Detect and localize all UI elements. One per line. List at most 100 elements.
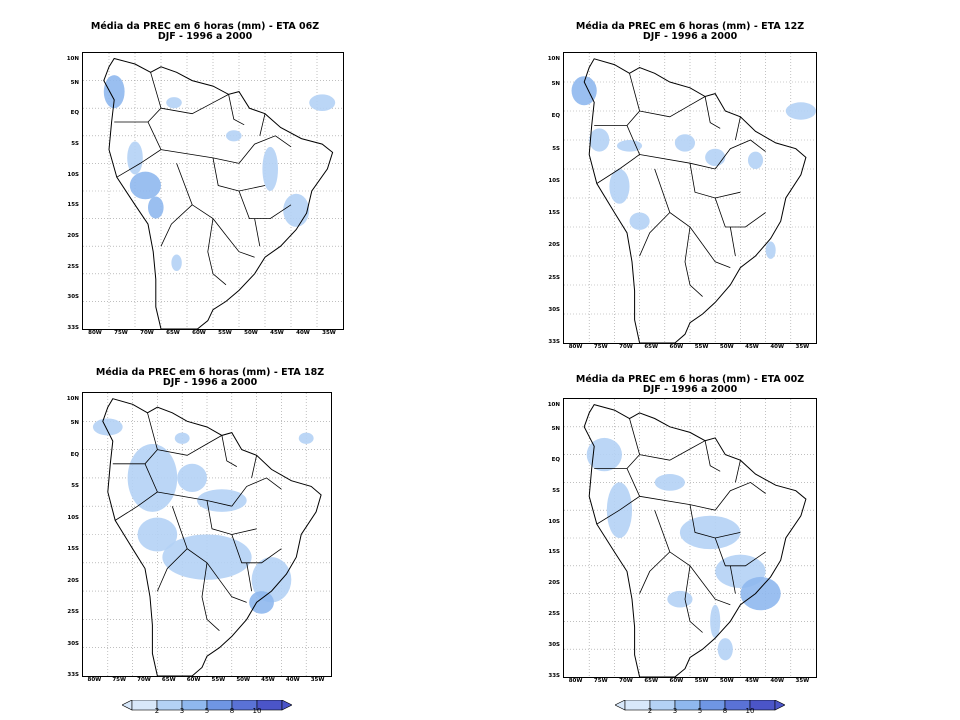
lon-tick-label: 65W — [161, 677, 176, 683]
lon-tick-label: 40W — [285, 677, 300, 683]
border-line — [689, 504, 741, 539]
border-line — [702, 244, 731, 268]
coastline — [102, 398, 322, 676]
colorbar-label: 2 — [647, 707, 653, 715]
lon-tick-label: 75W — [593, 344, 608, 350]
lat-tick-label: 30S — [548, 306, 560, 313]
precip-area — [740, 576, 781, 611]
border-line — [219, 579, 247, 603]
border-line — [714, 139, 766, 170]
lon-tick-label: 40W — [770, 344, 785, 350]
lon-tick-label: 35W — [310, 677, 325, 683]
lon-tick-label: 45W — [270, 330, 284, 336]
lon-tick-label: 75W — [112, 677, 127, 683]
colorbar-arrow-right — [774, 699, 786, 711]
border-line — [714, 537, 766, 567]
lon-tick-label: 65W — [166, 330, 180, 336]
lat-tick-label: 5S — [71, 483, 79, 490]
border-line — [160, 204, 193, 247]
border-line — [225, 234, 255, 258]
lat-tick-label: 20S — [67, 577, 79, 584]
lon-tick-label: 45W — [745, 678, 759, 684]
border-line — [684, 565, 703, 633]
lon-tick-label: 80W — [88, 330, 102, 336]
border-line — [238, 190, 292, 220]
precip-area — [129, 171, 161, 200]
lon-tick-label: 35W — [795, 678, 810, 684]
precip-area — [127, 443, 178, 512]
lat-tick-label: EQ — [551, 456, 560, 463]
lat-tick-label: 5S — [552, 145, 560, 152]
precip-area — [667, 590, 693, 608]
precip-area — [589, 128, 610, 152]
border-line — [639, 551, 671, 594]
lon-tick-label: 55W — [218, 330, 232, 336]
lon-tick-label: 70W — [619, 678, 633, 684]
lon-tick-label: 70W — [137, 677, 151, 683]
border-line — [231, 477, 282, 507]
precip-area — [283, 193, 310, 227]
border-line — [112, 412, 158, 465]
lon-tick-label: 70W — [619, 344, 633, 350]
precip-area — [103, 75, 125, 109]
border-line — [714, 197, 766, 228]
precip-area — [629, 212, 650, 230]
border-line — [206, 500, 257, 535]
lat-tick-label: 5N — [551, 425, 560, 432]
border-line — [231, 534, 282, 564]
lat-tick-label: 10N — [66, 56, 79, 62]
lat-tick-label: 33S — [67, 672, 79, 678]
precip-area — [298, 432, 314, 444]
border-line — [228, 94, 245, 126]
colorbar-arrow-right — [281, 699, 293, 711]
lat-tick-label: 15S — [67, 546, 79, 553]
lon-tick-label: 50W — [719, 344, 734, 350]
border-line — [596, 468, 641, 525]
precip-area — [309, 94, 336, 111]
border-line — [207, 218, 227, 286]
lon-tick-label: 70W — [140, 330, 154, 336]
lat-tick-label: 25S — [67, 263, 79, 270]
lat-tick-label: 15S — [67, 202, 79, 209]
precip-area — [586, 437, 622, 472]
border-line — [246, 562, 252, 592]
precip-area — [174, 432, 190, 444]
precip-area — [197, 489, 247, 512]
panel-title: Média da PREC em 6 horas (mm) - ETA 00Z … — [575, 374, 805, 395]
border-line — [594, 73, 641, 126]
border-line — [704, 440, 721, 472]
border-line — [684, 226, 703, 297]
precip-area — [166, 97, 182, 109]
colorbar-label: 5 — [204, 707, 210, 715]
precip-area — [251, 557, 292, 603]
map-plot — [82, 392, 332, 677]
border-line — [639, 440, 706, 461]
border-line — [639, 495, 716, 511]
colorbar-svg — [614, 699, 786, 711]
precip-area — [177, 463, 207, 493]
panel-title: Média da PREC em 6 horas (mm) - ETA 06Z … — [90, 21, 320, 42]
border-line — [654, 168, 703, 245]
lat-tick-label: EQ — [70, 110, 79, 117]
precip-area — [705, 148, 726, 167]
precip-area — [717, 638, 733, 661]
lat-tick-label: 5S — [71, 141, 79, 147]
border-line — [114, 463, 158, 521]
map-svg — [564, 53, 816, 343]
colorbar-right: 2 3 5 8 10 — [614, 697, 786, 715]
border-line — [259, 113, 266, 136]
border-line — [735, 116, 741, 141]
border-line — [160, 149, 240, 164]
lon-tick-label: 50W — [244, 330, 258, 336]
border-line — [596, 125, 641, 184]
lat-tick-label: EQ — [70, 451, 79, 458]
map-plot — [563, 398, 817, 678]
lat-tick-label: 25S — [67, 609, 79, 616]
border-line — [639, 96, 706, 118]
lon-tick-label: 80W — [568, 678, 583, 684]
lat-tick-label: 30S — [67, 294, 79, 301]
lon-tick-label: 55W — [694, 678, 709, 684]
lat-tick-label: EQ — [551, 113, 560, 120]
lon-tick-label: 40W — [296, 330, 310, 336]
precip-area — [262, 146, 278, 191]
